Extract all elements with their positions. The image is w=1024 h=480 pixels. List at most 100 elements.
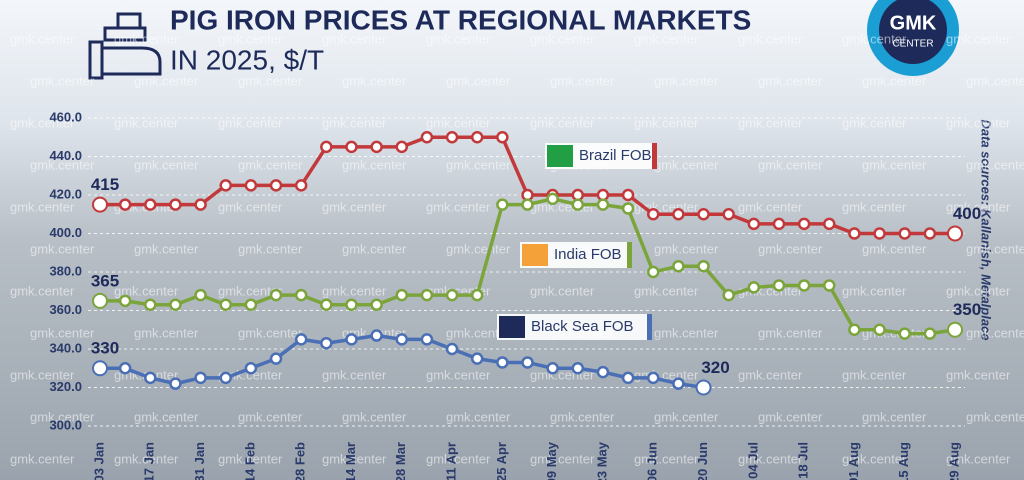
point	[873, 227, 886, 240]
point	[646, 208, 660, 221]
watermark: gmk.center	[342, 157, 407, 172]
watermark: gmk.center	[114, 31, 179, 46]
y-tick-label: 420.0	[49, 186, 82, 201]
point	[571, 198, 585, 211]
watermark: gmk.center	[946, 115, 1011, 130]
legend-label: Black Sea FOB	[531, 318, 634, 335]
watermark: gmk.center	[758, 241, 823, 256]
y-tick-label: 380.0	[49, 263, 82, 278]
watermark: gmk.center	[758, 157, 823, 172]
logo-name: GMK	[890, 12, 937, 34]
point	[521, 356, 534, 369]
watermark: gmk.center	[738, 199, 803, 214]
x-tick-label: 14 Mar	[343, 442, 358, 480]
watermark: gmk.center	[862, 241, 927, 256]
point	[470, 352, 484, 365]
point	[294, 288, 308, 302]
value-label: 365	[91, 271, 119, 290]
watermark: gmk.center	[966, 157, 1024, 172]
point	[947, 321, 963, 338]
point	[345, 298, 358, 311]
watermark: gmk.center	[238, 241, 303, 256]
point	[395, 333, 409, 346]
watermark: gmk.center	[842, 199, 907, 214]
watermark: gmk.center	[10, 367, 75, 382]
value-label: 320	[701, 358, 729, 377]
point	[370, 140, 383, 154]
logo: GMK CENTER	[867, 0, 959, 76]
point	[320, 140, 333, 154]
watermark: gmk.center	[238, 73, 303, 88]
logo-core	[879, 0, 947, 64]
point	[169, 198, 182, 211]
y-tick-label: 340.0	[49, 340, 82, 355]
watermark: gmk.center	[654, 325, 719, 340]
point	[118, 362, 132, 375]
point	[646, 371, 660, 385]
point	[848, 227, 861, 240]
point	[470, 288, 484, 302]
x-tick-label: 06 Jun	[645, 442, 660, 480]
point	[269, 288, 283, 302]
watermark: gmk.center	[342, 241, 407, 256]
watermark: gmk.center	[446, 73, 511, 88]
point	[420, 333, 434, 346]
point	[244, 362, 258, 375]
watermark: gmk.center	[322, 367, 387, 382]
point	[244, 179, 258, 192]
watermark: gmk.center	[634, 31, 699, 46]
point	[873, 323, 886, 336]
legend-swatch	[652, 143, 657, 169]
watermark: gmk.center	[446, 409, 511, 424]
watermark: gmk.center	[10, 283, 75, 298]
point	[672, 208, 685, 221]
point	[118, 294, 132, 308]
watermark: gmk.center	[946, 31, 1011, 46]
source: Data sources: Kallanish, Metalplace	[979, 119, 994, 340]
y-tick-label: 400.0	[49, 225, 82, 240]
watermark: gmk.center	[218, 31, 283, 46]
watermark: gmk.center	[842, 451, 907, 466]
point	[722, 208, 735, 221]
x-tick-label: 03 Jan	[91, 442, 106, 480]
point	[445, 342, 459, 356]
x-tick-label: 29 Aug	[946, 442, 961, 480]
point	[194, 198, 207, 211]
watermark: gmk.center	[738, 31, 803, 46]
watermark: gmk.center	[446, 325, 511, 340]
point	[244, 298, 258, 311]
watermark: gmk.center	[238, 157, 303, 172]
watermark: gmk.center	[322, 115, 387, 130]
point	[194, 371, 207, 385]
point	[395, 140, 409, 154]
watermark: gmk.center	[446, 241, 511, 256]
point	[898, 227, 911, 240]
point	[823, 217, 836, 231]
point	[672, 377, 685, 390]
point	[320, 298, 333, 311]
watermark: gmk.center	[758, 73, 823, 88]
x-tick-label: 25 Apr	[494, 442, 509, 480]
x-tick-label: 28 Feb	[293, 442, 308, 480]
y-tick-label: 300.0	[49, 417, 82, 432]
watermark: gmk.center	[946, 451, 1011, 466]
point	[470, 131, 484, 144]
title: PIG IRON PRICES AT REGIONAL MARKETS	[170, 4, 751, 35]
watermark: gmk.center	[966, 73, 1024, 88]
legend-swatch	[647, 314, 652, 340]
x-tick-label: 04 Jul	[745, 442, 760, 479]
watermark: gmk.center	[634, 283, 699, 298]
watermark: gmk.center	[218, 367, 283, 382]
point	[219, 298, 232, 311]
y-tick-label: 360.0	[49, 302, 82, 317]
watermark: gmk.center	[134, 73, 199, 88]
point	[420, 288, 434, 302]
point	[772, 279, 786, 292]
watermark: gmk.center	[738, 367, 803, 382]
point	[370, 298, 383, 311]
icon	[88, 12, 162, 80]
x-tick-label: 23 May	[594, 441, 609, 480]
point	[571, 362, 585, 375]
legend-swatch	[627, 242, 632, 268]
